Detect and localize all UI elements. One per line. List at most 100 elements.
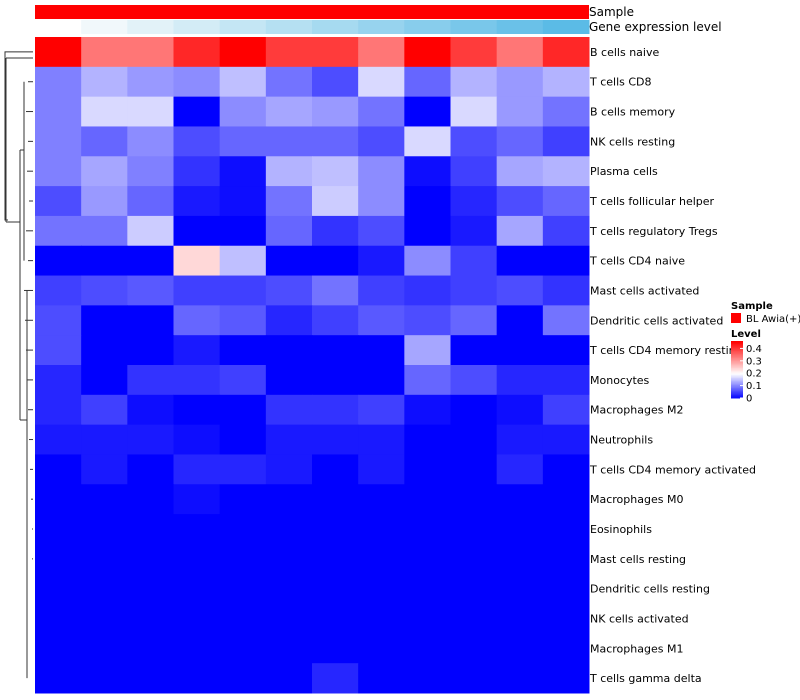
legend-sample-swatch <box>731 313 741 323</box>
heatmap-cell <box>358 215 405 247</box>
heatmap-cell <box>219 365 267 396</box>
heatmap-cell <box>450 335 498 366</box>
heatmap-cell <box>496 454 544 485</box>
heatmap-cell <box>496 663 544 694</box>
heatmap-cell <box>496 603 544 634</box>
legend-colorbar-step <box>731 358 743 361</box>
heatmap-cell <box>219 335 267 366</box>
heatmap-cell <box>35 305 82 336</box>
heatmap-cell <box>265 156 313 187</box>
heatmap-cell <box>35 663 82 694</box>
heatmap-cell <box>81 215 128 247</box>
heatmap-cell <box>312 603 359 634</box>
heatmap-cell <box>312 156 359 187</box>
heatmap-cell <box>312 126 359 157</box>
heatmap-cell <box>219 305 267 336</box>
legend-colorbar-step <box>731 353 743 356</box>
legend-colorbar-step <box>731 349 743 352</box>
heatmap-cell <box>35 186 82 217</box>
heatmap-cell <box>450 663 498 694</box>
heatmap-cell <box>173 603 221 634</box>
heatmap-cell <box>173 454 221 485</box>
heatmap-cell <box>81 96 128 127</box>
heatmap-cell <box>358 305 405 336</box>
heatmap-cell <box>358 126 405 157</box>
heatmap-cell <box>542 424 590 455</box>
heatmap-cell <box>173 633 221 664</box>
heatmap-cell <box>219 275 267 306</box>
heatmap-cell <box>173 514 221 545</box>
legend-colorbar-step <box>731 352 743 355</box>
heatmap-cell <box>35 156 82 187</box>
legend-tick-label: 0.2 <box>746 369 762 380</box>
heatmap-cell <box>404 573 451 605</box>
heatmap-cell <box>496 484 544 515</box>
heatmap-cell <box>127 484 174 515</box>
heatmap-cell <box>127 156 174 187</box>
heatmap-cell <box>312 365 359 396</box>
heatmap-cell <box>404 126 451 157</box>
heatmap-cell <box>81 663 128 694</box>
legend-colorbar-step <box>731 390 743 393</box>
heatmap-cell <box>496 394 544 426</box>
legend-colorbar-step <box>731 365 743 368</box>
row-label: T cells CD4 memory activated <box>589 463 756 476</box>
heatmap-cell <box>358 275 405 306</box>
heatmap-cell <box>450 573 498 605</box>
heatmap-cell <box>404 365 451 396</box>
heatmap-cell <box>219 663 267 694</box>
heatmap-cell <box>219 394 267 426</box>
legend-colorbar-step <box>731 348 743 351</box>
heatmap-cell <box>219 156 267 187</box>
legend-colorbar-step <box>731 380 743 383</box>
heatmap-cell <box>265 543 313 575</box>
heatmap-cell <box>312 424 359 455</box>
heatmap-cell <box>127 424 174 455</box>
heatmap-cell <box>542 514 590 545</box>
heatmap-cell <box>81 484 128 515</box>
heatmap-cell <box>127 126 174 157</box>
legend-colorbar-step <box>731 393 743 396</box>
heatmap-cell <box>35 215 82 247</box>
heatmap-cell <box>358 514 405 545</box>
heatmap-cell <box>127 603 174 634</box>
gene-expression-annotation-cell <box>81 20 128 34</box>
row-label: Macrophages M0 <box>590 493 683 506</box>
heatmap-cell <box>312 186 359 217</box>
heatmap-cell <box>542 573 590 605</box>
heatmap-cell <box>542 66 590 98</box>
heatmap-cell <box>450 156 498 187</box>
legend-colorbar-step <box>731 362 743 365</box>
heatmap-cell <box>127 215 174 247</box>
heatmap-cell <box>450 126 498 157</box>
gene-expression-annotation-cell <box>450 20 498 34</box>
heatmap-cell <box>219 543 267 575</box>
heatmap-cell <box>496 543 544 575</box>
row-label: Dendritic cells resting <box>590 583 710 596</box>
heatmap-cell <box>450 454 498 485</box>
heatmap-cell <box>81 335 128 366</box>
legend-colorbar-step <box>731 341 743 343</box>
heatmap-cell <box>404 663 451 694</box>
legend-colorbar-step <box>731 392 743 395</box>
heatmap-cell <box>312 275 359 306</box>
heatmap-cell <box>496 514 544 545</box>
heatmap-cell <box>404 37 451 68</box>
heatmap-cell <box>35 573 82 605</box>
legend-colorbar-step <box>731 386 743 389</box>
legend-level-title: Level <box>731 329 761 340</box>
heatmap-cell <box>496 335 544 366</box>
gene-expression-annotation-label: Gene expression level <box>589 20 722 34</box>
heatmap-cell <box>496 66 544 98</box>
legend-tick-label: 0.1 <box>746 381 762 392</box>
heatmap-cell <box>450 275 498 306</box>
heatmap-cell <box>358 543 405 575</box>
legend-colorbar-step <box>731 366 743 369</box>
legend-colorbar-step <box>731 385 743 388</box>
heatmap-cell <box>496 573 544 605</box>
heatmap-cell <box>312 543 359 575</box>
heatmap-cell <box>81 156 128 187</box>
heatmap-cell <box>35 126 82 157</box>
heatmap-cell <box>358 156 405 187</box>
